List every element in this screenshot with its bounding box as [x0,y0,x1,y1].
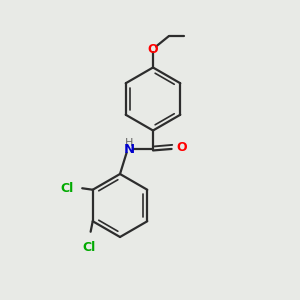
Text: H: H [125,137,133,148]
Text: O: O [148,43,158,56]
Text: Cl: Cl [82,241,96,254]
Text: Cl: Cl [60,182,73,195]
Text: O: O [176,141,187,154]
Text: N: N [124,142,135,156]
